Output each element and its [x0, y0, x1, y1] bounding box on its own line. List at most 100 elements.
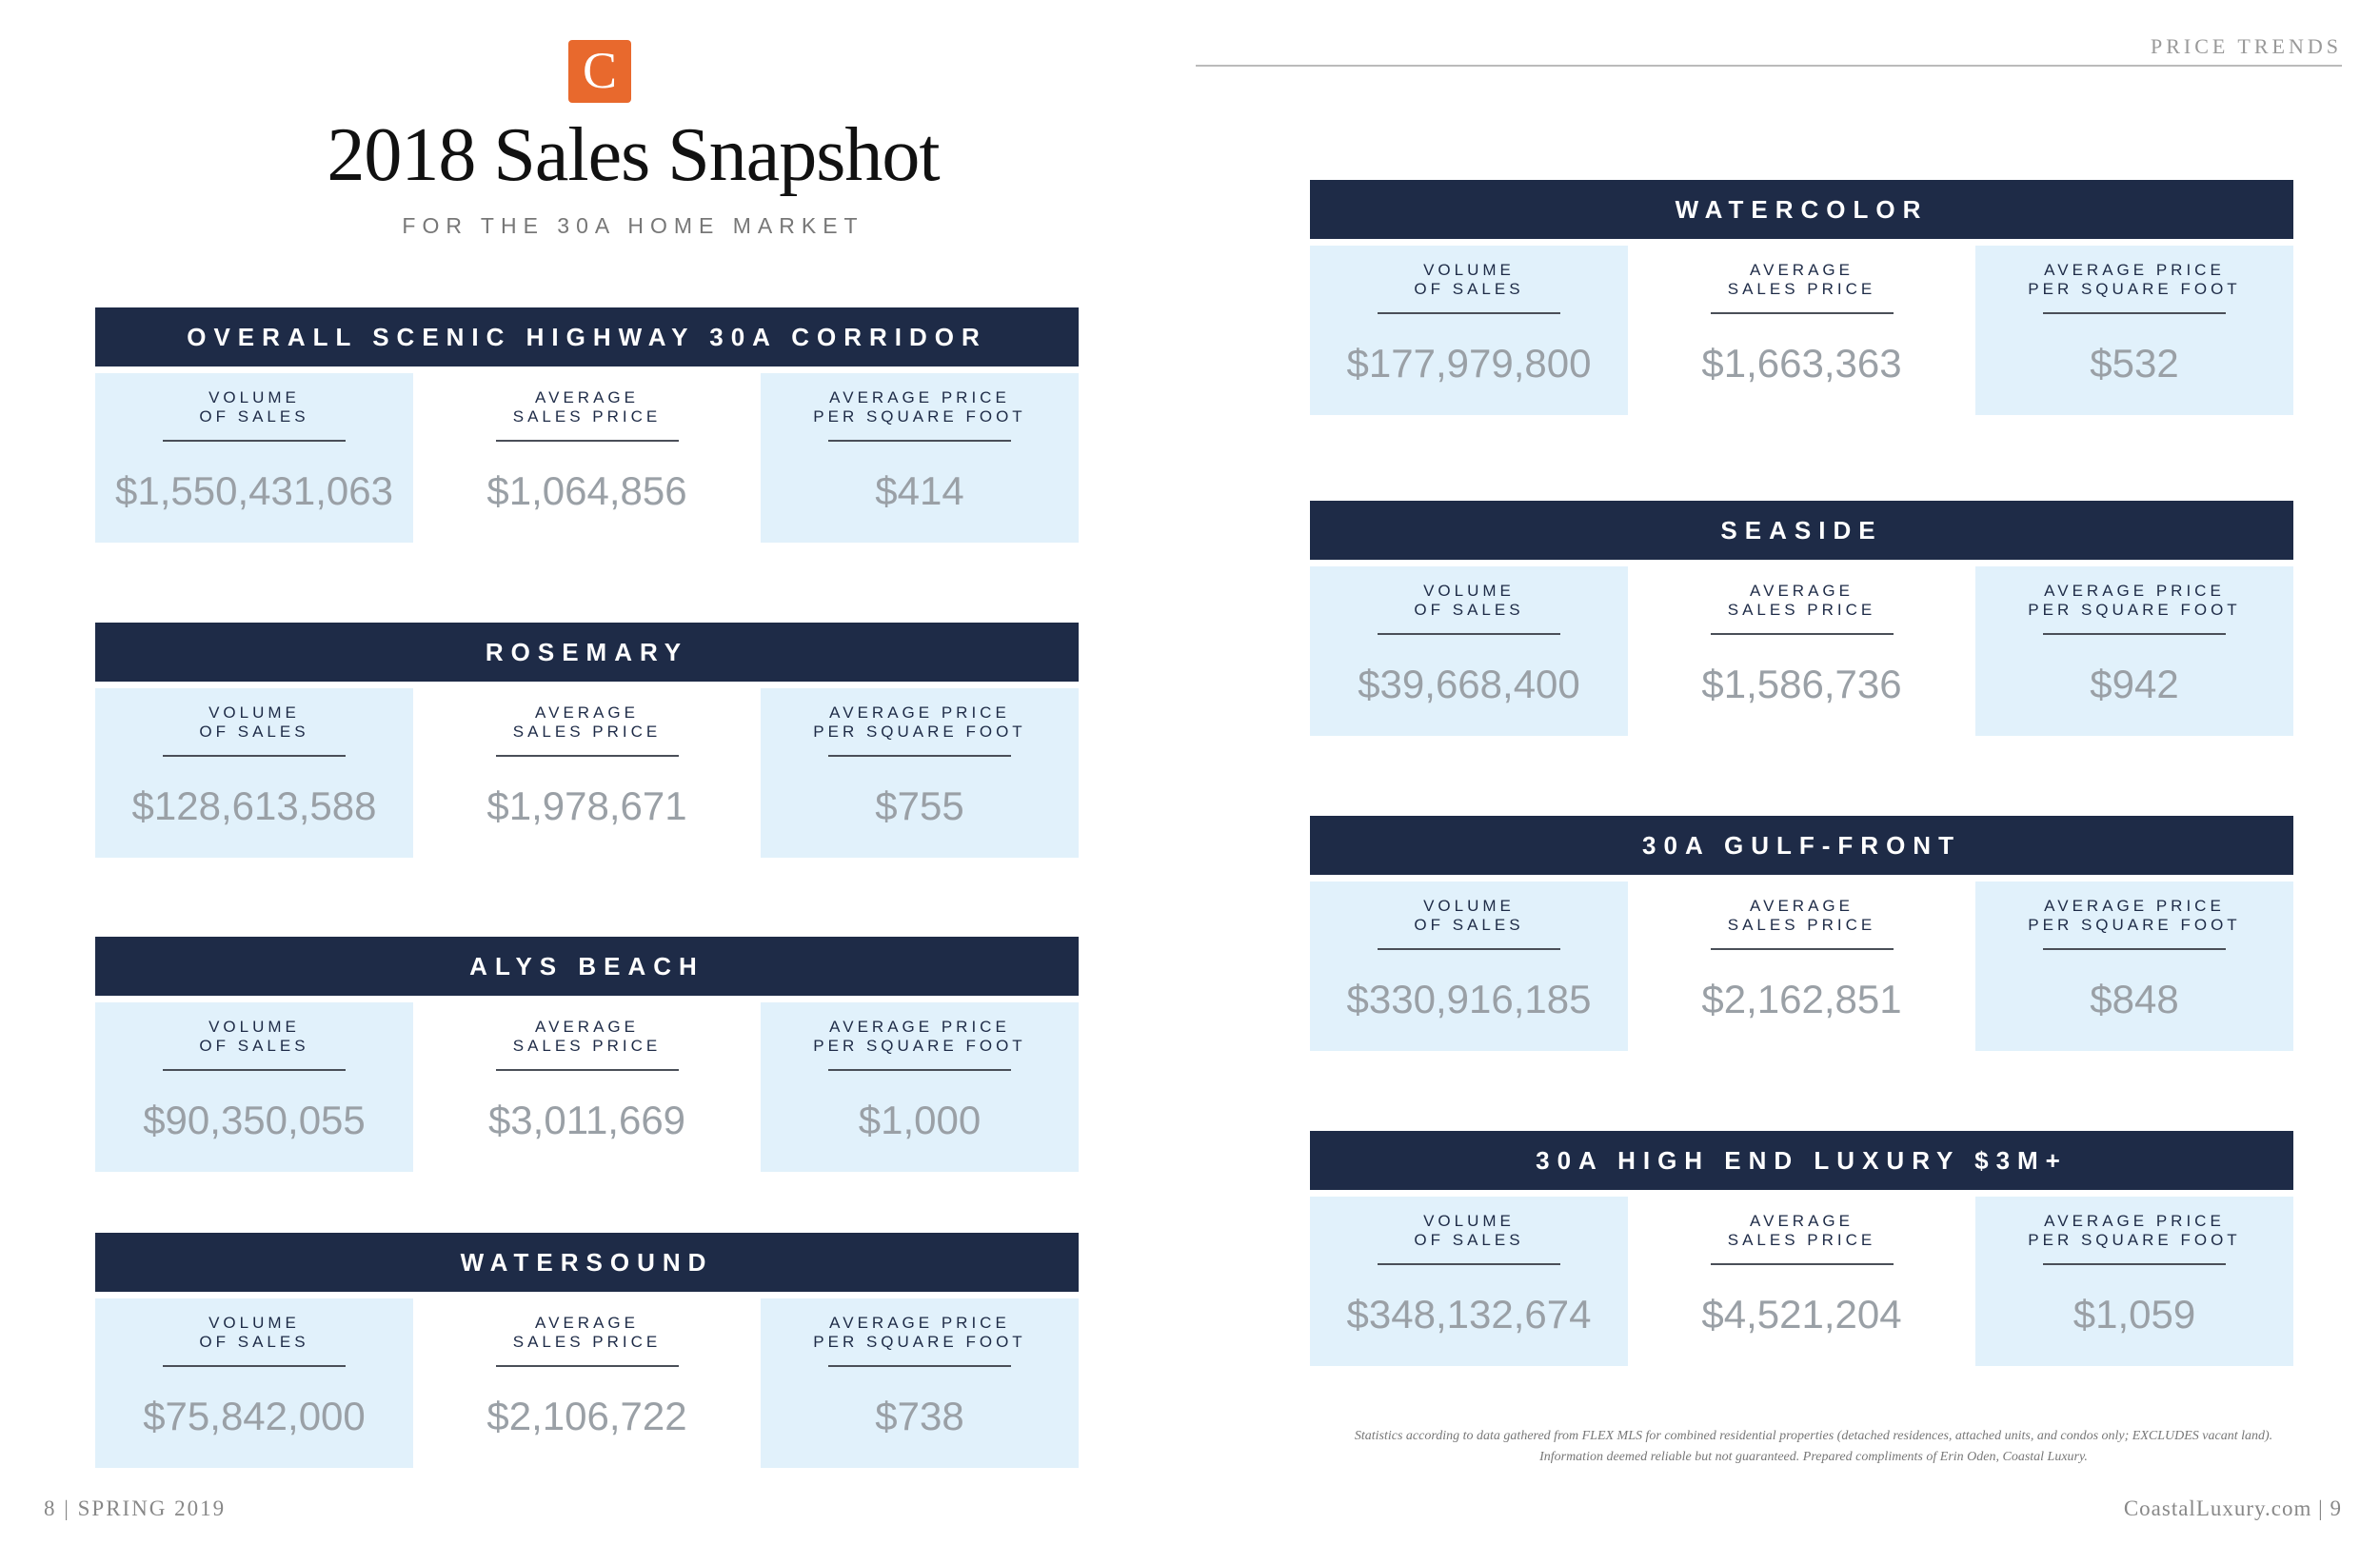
stat-divider	[2043, 312, 2226, 314]
average-sales-price-label: AVERAGE SALES PRICE	[1727, 1212, 1876, 1249]
stat-divider	[1378, 633, 1560, 635]
average-sales-price-value: $1,663,363	[1701, 341, 1902, 386]
volume-of-sales-cell: VOLUME OF SALES $75,842,000	[95, 1298, 413, 1468]
market-title-bar: WATERSOUND	[95, 1233, 1079, 1292]
volume-of-sales-cell: VOLUME OF SALES $1,550,431,063	[95, 373, 413, 543]
average-price-per-sqft-value: $942	[2090, 662, 2179, 706]
stat-divider	[2043, 633, 2226, 635]
volume-of-sales-cell: VOLUME OF SALES $177,979,800	[1310, 246, 1628, 415]
volume-of-sales-label: VOLUME OF SALES	[199, 388, 309, 426]
volume-of-sales-label: VOLUME OF SALES	[1414, 1212, 1524, 1249]
market-block: WATERSOUND VOLUME OF SALES $75,842,000 AVER…	[95, 1233, 1079, 1468]
average-sales-price-cell: AVERAGE SALES PRICE $2,106,722	[428, 1298, 746, 1468]
average-price-per-sqft-label: AVERAGE PRICE PER SQUARE FOOT	[813, 1018, 1026, 1055]
stat-divider	[828, 1365, 1011, 1367]
stat-divider	[1378, 948, 1560, 950]
average-price-per-sqft-cell: AVERAGE PRICE PER SQUARE FOOT $414	[761, 373, 1079, 543]
volume-of-sales-value: $330,916,185	[1346, 977, 1592, 1021]
average-sales-price-value: $2,162,851	[1701, 977, 1902, 1021]
average-price-per-sqft-value: $738	[875, 1394, 964, 1438]
stat-row: VOLUME OF SALES $90,350,055 AVERAGE SALES …	[95, 1002, 1079, 1172]
market-title-bar: WATERCOLOR	[1310, 180, 2293, 239]
average-sales-price-value: $2,106,722	[486, 1394, 687, 1438]
market-title-bar: ROSEMARY	[95, 623, 1079, 682]
average-price-per-sqft-value: $1,059	[2073, 1292, 2196, 1337]
section-divider	[1196, 65, 2342, 67]
volume-of-sales-value: $90,350,055	[143, 1098, 366, 1142]
average-sales-price-label: AVERAGE SALES PRICE	[1727, 897, 1876, 934]
market-block: 30A HIGH END LUXURY $3M+ VOLUME OF SALES $…	[1310, 1131, 2293, 1366]
stat-row: VOLUME OF SALES $75,842,000 AVERAGE SALES …	[95, 1298, 1079, 1468]
volume-of-sales-cell: VOLUME OF SALES $330,916,185	[1310, 881, 1628, 1051]
average-price-per-sqft-value: $848	[2090, 977, 2179, 1021]
stat-divider	[495, 755, 679, 757]
stat-divider	[163, 755, 346, 757]
average-sales-price-label: AVERAGE SALES PRICE	[512, 1314, 662, 1351]
stat-divider	[163, 1069, 346, 1071]
volume-of-sales-cell: VOLUME OF SALES $90,350,055	[95, 1002, 413, 1172]
market-block: WATERCOLOR VOLUME OF SALES $177,979,800 AVE…	[1310, 180, 2293, 415]
average-price-per-sqft-label: AVERAGE PRICE PER SQUARE FOOT	[2028, 261, 2241, 298]
footnote-line-2: Information deemed reliable but not guar…	[1539, 1450, 2088, 1464]
average-sales-price-value: $4,521,204	[1701, 1292, 1902, 1337]
stat-row: VOLUME OF SALES $39,668,400 AVERAGE SALES …	[1310, 566, 2293, 736]
volume-of-sales-label: VOLUME OF SALES	[199, 1018, 309, 1055]
average-price-per-sqft-value: $532	[2090, 341, 2179, 386]
stat-divider	[1710, 633, 1894, 635]
market-title-bar: 30A HIGH END LUXURY $3M+	[1310, 1131, 2293, 1190]
average-sales-price-cell: AVERAGE SALES PRICE $1,663,363	[1643, 246, 1961, 415]
stat-row: VOLUME OF SALES $128,613,588 AVERAGE SALES…	[95, 688, 1079, 858]
volume-of-sales-label: VOLUME OF SALES	[199, 703, 309, 741]
stat-divider	[1378, 1263, 1560, 1265]
market-block: ROSEMARY VOLUME OF SALES $128,613,588 AVERA…	[95, 623, 1079, 858]
page-subtitle: FOR THE 30A HOME MARKET	[402, 213, 864, 238]
average-price-per-sqft-label: AVERAGE PRICE PER SQUARE FOOT	[813, 703, 1026, 741]
average-sales-price-cell: AVERAGE SALES PRICE $1,064,856	[428, 373, 746, 543]
stat-divider	[163, 440, 346, 442]
volume-of-sales-label: VOLUME OF SALES	[199, 1314, 309, 1351]
average-price-per-sqft-label: AVERAGE PRICE PER SQUARE FOOT	[2028, 1212, 2241, 1249]
stat-divider	[495, 1365, 679, 1367]
stat-divider	[1710, 1263, 1894, 1265]
average-sales-price-cell: AVERAGE SALES PRICE $4,521,204	[1643, 1197, 1961, 1366]
average-sales-price-cell: AVERAGE SALES PRICE $2,162,851	[1643, 881, 1961, 1051]
volume-of-sales-value: $1,550,431,063	[115, 468, 393, 513]
brand-logo: C	[568, 40, 631, 103]
stat-divider	[495, 1069, 679, 1071]
market-block: 30A GULF-FRONT VOLUME OF SALES $330,916,18…	[1310, 816, 2293, 1051]
footer-left: 8 | SPRING 2019	[44, 1496, 227, 1520]
stat-divider	[495, 440, 679, 442]
stat-divider	[2043, 948, 2226, 950]
average-price-per-sqft-cell: AVERAGE PRICE PER SQUARE FOOT $848	[1975, 881, 2293, 1051]
average-sales-price-value: $1,978,671	[486, 783, 687, 828]
market-title-bar: 30A GULF-FRONT	[1310, 816, 2293, 875]
average-sales-price-cell: AVERAGE SALES PRICE $3,011,669	[428, 1002, 746, 1172]
stat-divider	[2043, 1263, 2226, 1265]
stat-divider	[1710, 948, 1894, 950]
market-title-bar: ALYS BEACH	[95, 937, 1079, 996]
average-price-per-sqft-value: $1,000	[858, 1098, 982, 1142]
stat-divider	[1378, 312, 1560, 314]
average-price-per-sqft-value: $414	[875, 468, 964, 513]
stat-row: VOLUME OF SALES $330,916,185 AVERAGE SALES…	[1310, 881, 2293, 1051]
page-title: 2018 Sales Snapshot	[327, 113, 940, 197]
stat-divider	[828, 755, 1011, 757]
market-block: SEASIDE VOLUME OF SALES $39,668,400 AVERAGE…	[1310, 501, 2293, 736]
volume-of-sales-value: $348,132,674	[1346, 1292, 1592, 1337]
market-title-bar: OVERALL SCENIC HIGHWAY 30A CORRIDOR	[95, 307, 1079, 366]
average-sales-price-value: $1,586,736	[1701, 662, 1902, 706]
volume-of-sales-label: VOLUME OF SALES	[1414, 582, 1524, 619]
stat-divider	[828, 440, 1011, 442]
average-price-per-sqft-cell: AVERAGE PRICE PER SQUARE FOOT $1,059	[1975, 1197, 2293, 1366]
average-sales-price-label: AVERAGE SALES PRICE	[1727, 582, 1876, 619]
average-price-per-sqft-value: $755	[875, 783, 964, 828]
average-sales-price-value: $3,011,669	[487, 1098, 686, 1142]
average-price-per-sqft-label: AVERAGE PRICE PER SQUARE FOOT	[2028, 582, 2241, 619]
stat-row: VOLUME OF SALES $348,132,674 AVERAGE SALES…	[1310, 1197, 2293, 1366]
section-label: PRICE TRENDS	[2150, 34, 2342, 58]
average-sales-price-label: AVERAGE SALES PRICE	[512, 1018, 662, 1055]
volume-of-sales-value: $39,668,400	[1358, 662, 1580, 706]
volume-of-sales-value: $75,842,000	[143, 1394, 366, 1438]
volume-of-sales-cell: VOLUME OF SALES $348,132,674	[1310, 1197, 1628, 1366]
volume-of-sales-cell: VOLUME OF SALES $39,668,400	[1310, 566, 1628, 736]
